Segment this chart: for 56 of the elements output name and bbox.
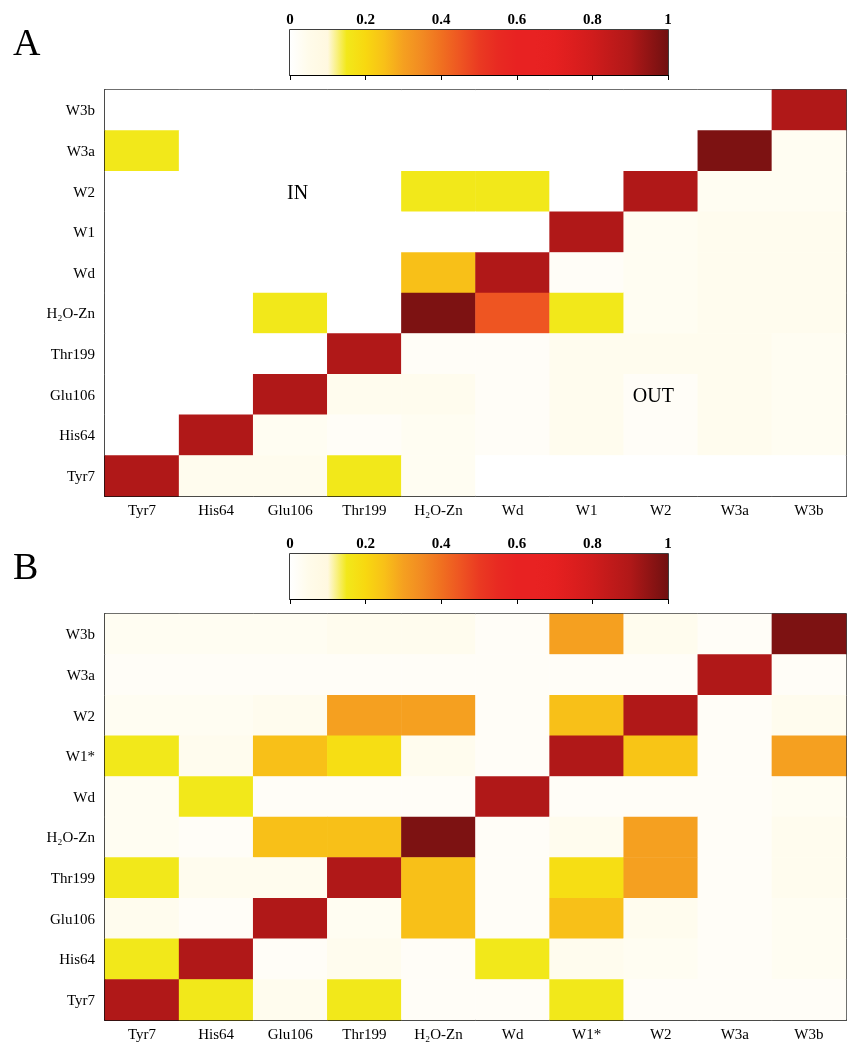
x-tick-label: His64 [198,1025,235,1042]
y-tick-label: Glu106 [50,386,96,403]
y-tick-label: W3b [65,102,95,119]
x-tick-label: Wd [501,1025,524,1042]
color-bar-label: 1 [664,10,672,27]
color-bar-label: 0.2 [356,534,375,551]
x-tick-label: Thr199 [342,1025,387,1042]
x-tick-label: W1 [575,501,598,518]
chart-title: A [13,21,41,63]
color-bar-label: 0 [286,10,294,27]
x-tick-label: Glu106 [267,1025,314,1042]
x-tick-label: W3b [794,501,824,518]
x-tick-label: Thr199 [342,501,387,518]
x-tick-label: Tyr7 [127,501,157,518]
y-tick-label: Thr199 [50,869,95,886]
y-tick-label: W3b [65,626,95,643]
color-bar-label: 1 [664,534,672,551]
y-tick-label: Tyr7 [66,467,96,484]
color-bar-label: 0.8 [583,534,602,551]
y-tick-label: W2 [73,707,95,724]
x-tick-label: W2 [649,1025,672,1042]
x-tick-label: H₂O-Zn [414,501,464,518]
x-tick-label: His64 [198,501,235,518]
y-tick-label: W1* [65,748,95,765]
color-bar-label: 0.2 [356,10,375,27]
y-tick-label: W3a [66,666,96,683]
x-tick-label: Tyr7 [127,1025,157,1042]
y-tick-label: Glu106 [50,910,96,927]
x-tick-label: W3b [794,1025,824,1042]
annotation: OUT [632,383,674,406]
annotation: IN [287,180,309,203]
color-bar-label: 0.4 [431,534,452,551]
x-tick-label: H₂O-Zn [414,1025,464,1042]
color-bar-label: 0.6 [507,534,527,551]
chart-title: B [13,545,39,587]
x-tick-label: W1* [572,1025,602,1042]
y-tick-label: W1 [73,224,95,241]
y-tick-label: H₂O-Zn [46,829,96,846]
y-tick-label: Wd [73,264,96,281]
x-tick-label: W2 [649,501,672,518]
x-tick-label: W3a [720,1025,750,1042]
y-tick-label: W3a [66,142,96,159]
y-tick-label: His64 [59,951,96,968]
color-bar-label: 0.8 [583,10,602,27]
x-tick-label: W3a [720,501,750,518]
color-bar-label: 0.4 [431,10,452,27]
x-tick-label: Glu106 [267,501,314,518]
y-tick-label: Thr199 [50,345,95,362]
y-tick-label: Wd [73,788,96,805]
y-tick-label: Tyr7 [66,991,96,1008]
y-tick-label: W2 [73,183,95,200]
y-tick-label: H₂O-Zn [46,305,96,322]
color-bar-label: 0 [286,534,294,551]
color-bar-label: 0.6 [507,10,527,27]
y-tick-label: His64 [59,427,96,444]
x-tick-label: Wd [501,501,524,518]
